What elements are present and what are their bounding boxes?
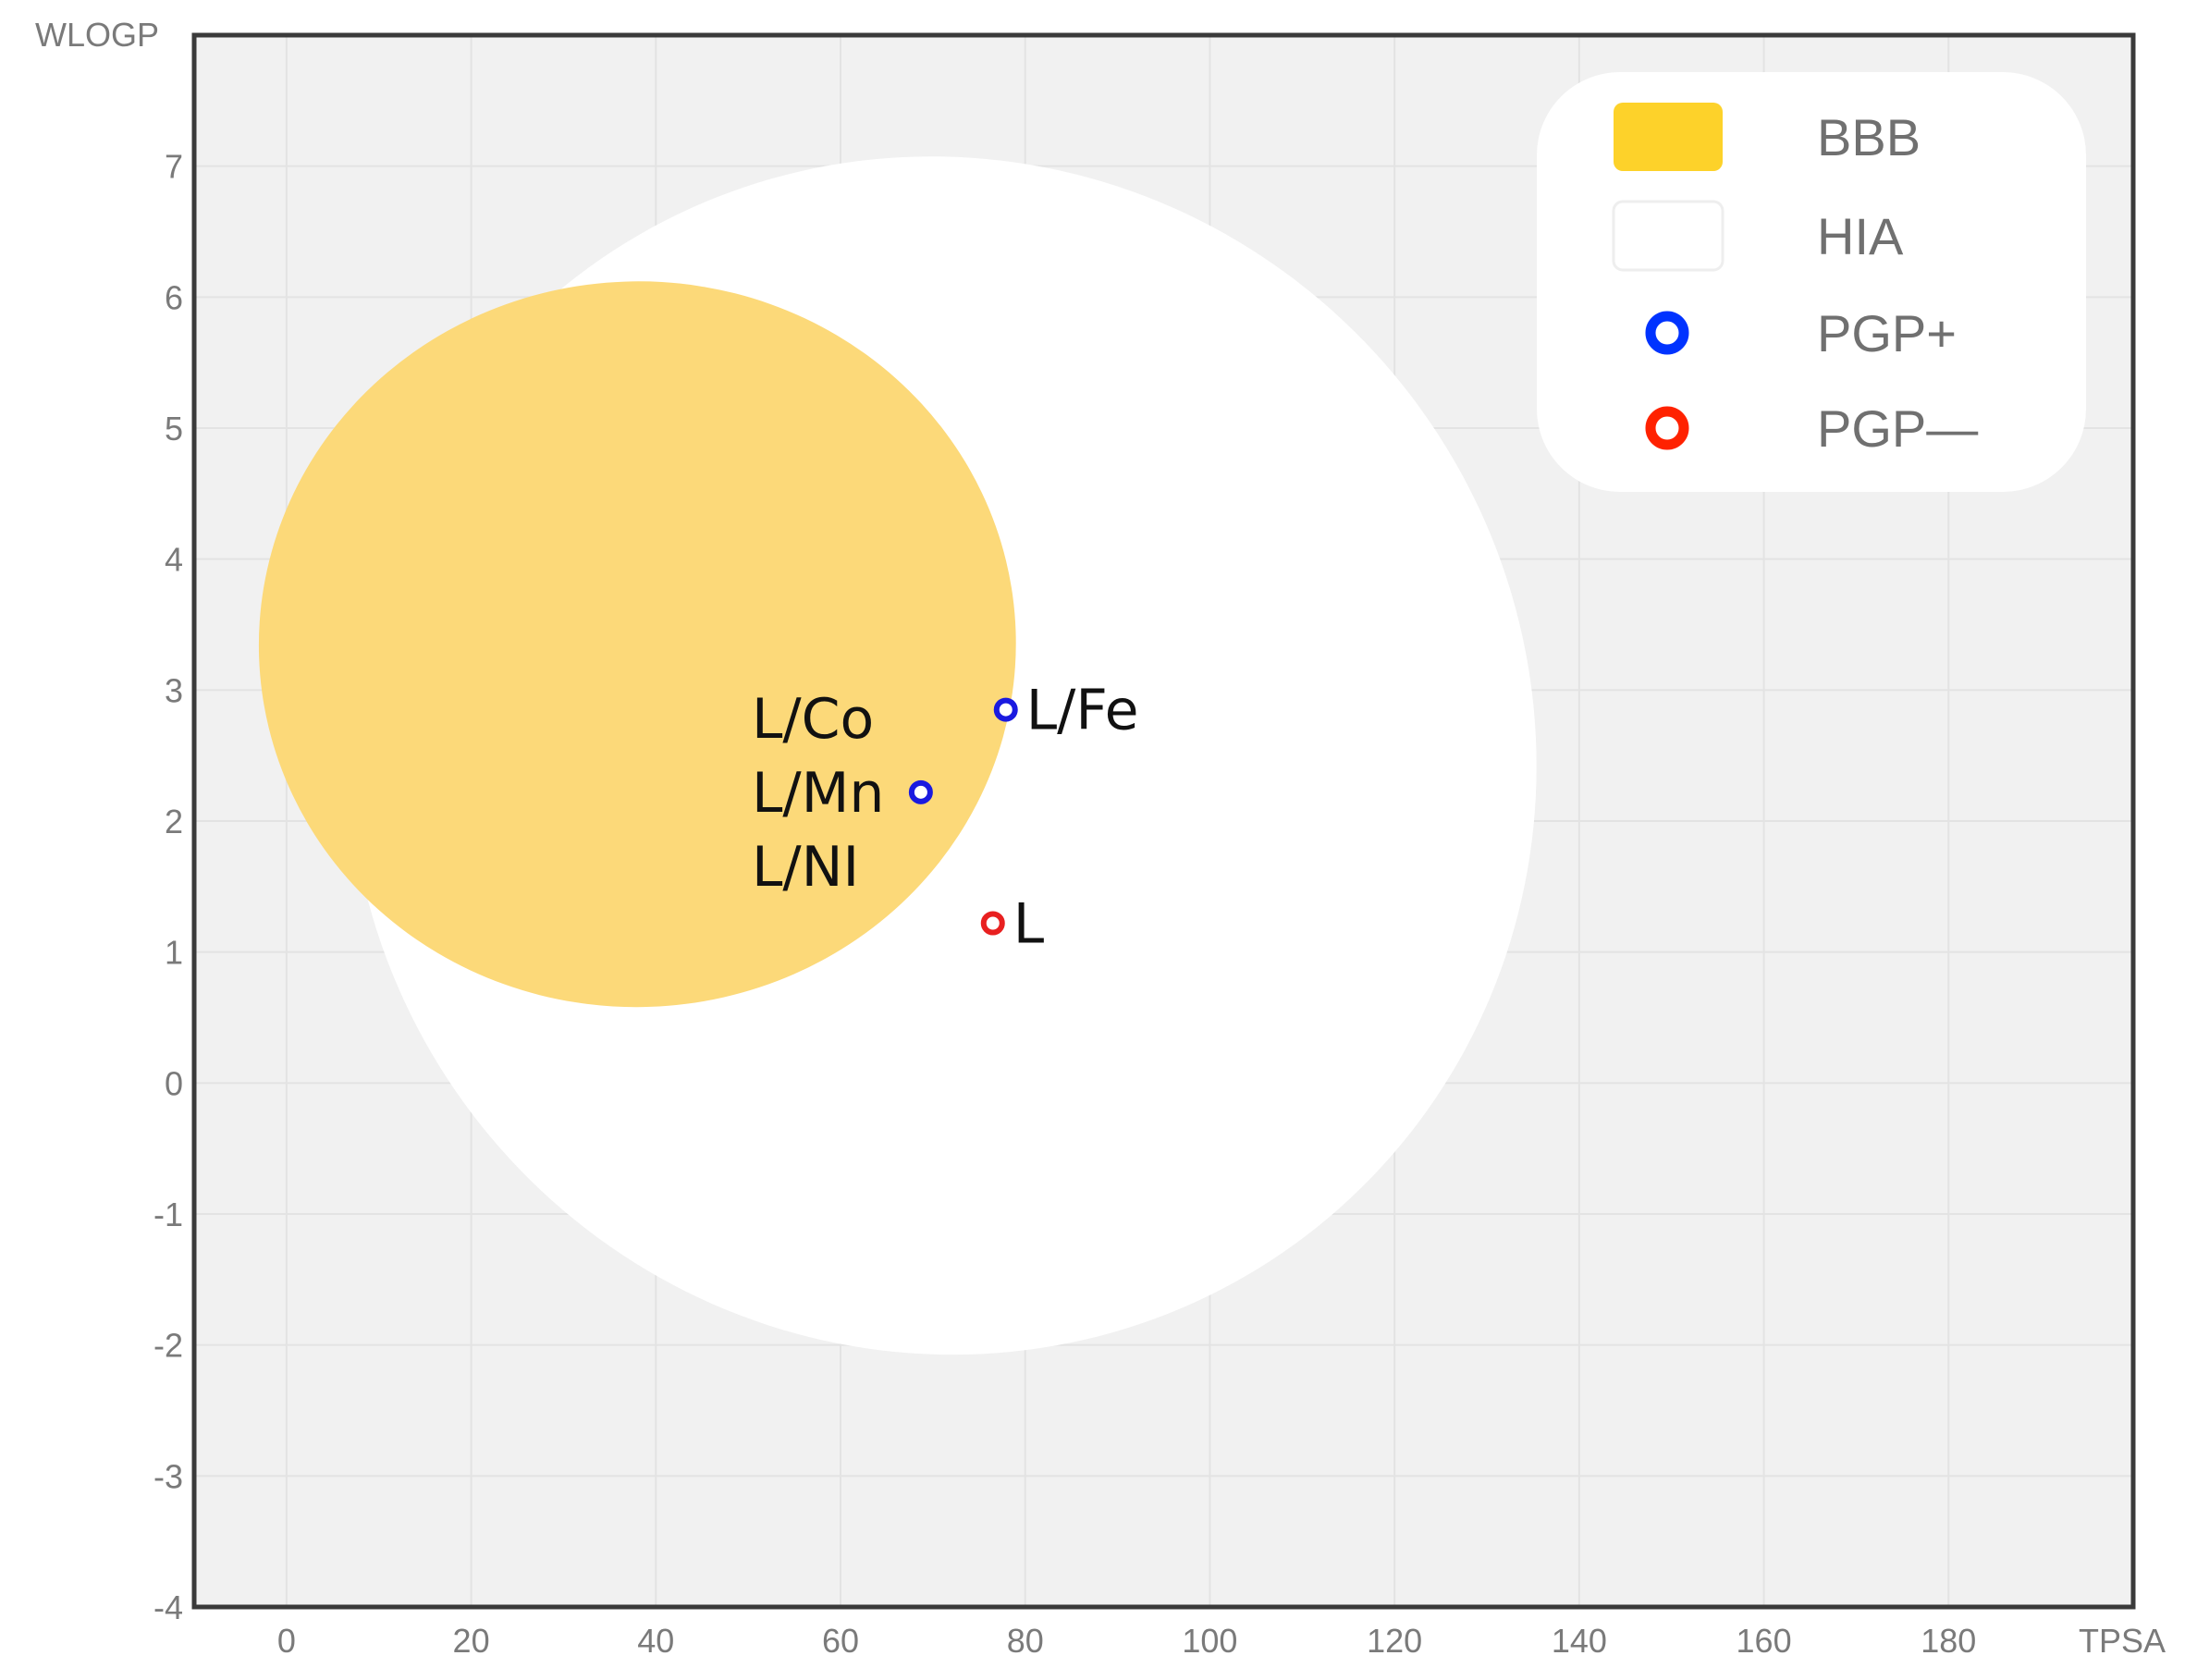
y-tick-label: 4 (165, 541, 183, 579)
x-axis-title: TPSA (2079, 1622, 2166, 1660)
x-tick-label: 100 (1182, 1622, 1237, 1660)
region-bbb (258, 281, 1016, 1008)
x-tick-label: 20 (453, 1622, 490, 1660)
y-tick-label: 5 (165, 410, 183, 448)
x-tick-label: 160 (1737, 1622, 1792, 1660)
y-tick-label: -1 (153, 1196, 183, 1233)
legend: BBB HIA PGP+ PGP— (1537, 72, 2086, 492)
point-label: L (1013, 892, 1045, 957)
regions (258, 156, 1537, 1355)
legend-label: PGP— (1817, 399, 1978, 458)
y-tick-label: 7 (165, 148, 183, 186)
x-tick-label: 0 (277, 1622, 296, 1660)
legend-swatch-bbb (1614, 103, 1723, 171)
y-axis-title: WLOGP (35, 16, 159, 54)
data-points: L/Fe L/Co L/Mn L/NI L (752, 679, 1139, 957)
x-tick-label: 140 (1552, 1622, 1607, 1660)
y-tick-labels: -4 -3 -2 -1 0 1 2 3 4 5 6 7 (153, 148, 183, 1626)
y-tick-label: -2 (153, 1327, 183, 1365)
x-tick-label: 80 (1007, 1622, 1044, 1660)
point-label: L/Mn (752, 761, 884, 826)
legend-box (1537, 72, 2086, 492)
y-tick-label: 2 (165, 803, 183, 840)
data-point (908, 779, 933, 804)
x-tick-label: 120 (1367, 1622, 1422, 1660)
point-label: L/Fe (1026, 679, 1139, 743)
x-tick-labels: 0 20 40 60 80 100 120 140 160 180 (277, 1622, 1976, 1660)
y-tick-label: -3 (153, 1457, 183, 1495)
data-point (993, 697, 1018, 722)
plot-frame (191, 32, 2136, 1610)
y-tick-label: 0 (165, 1064, 183, 1102)
legend-label: HIA (1817, 207, 1904, 265)
y-tick-label: 3 (165, 671, 183, 709)
legend-marker-2 (1645, 311, 1689, 355)
legend-swatch-hia (1612, 200, 1724, 272)
x-tick-label: 40 (637, 1622, 674, 1660)
x-tick-label: 180 (1921, 1622, 1976, 1660)
y-tick-label: 6 (165, 278, 183, 316)
legend-marker-3 (1645, 406, 1689, 450)
point-label: L/Co (752, 687, 874, 752)
point-label: L/NI (752, 835, 859, 900)
legend-label: BBB (1817, 108, 1921, 166)
y-tick-label: -4 (153, 1588, 183, 1626)
x-tick-label: 60 (822, 1622, 859, 1660)
y-tick-label: 1 (165, 934, 183, 972)
legend-label: PGP+ (1817, 304, 1957, 362)
data-point (980, 911, 1005, 936)
